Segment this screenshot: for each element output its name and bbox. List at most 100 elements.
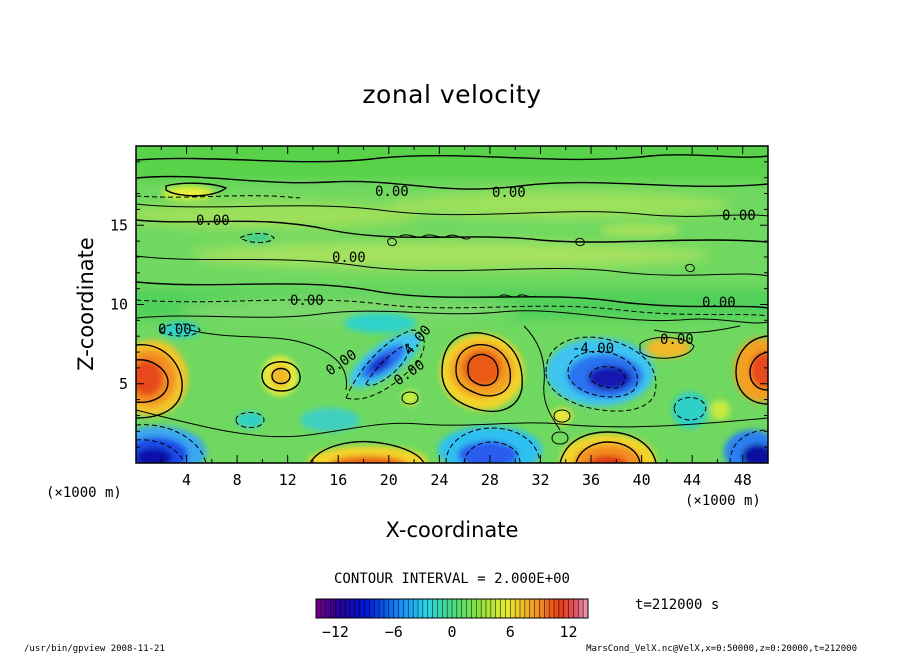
colorbar-swatch	[486, 599, 492, 618]
contour-line	[136, 255, 768, 277]
colorbar-swatch	[384, 599, 390, 618]
contour-line	[749, 351, 768, 391]
contour-line	[575, 441, 641, 463]
colorbar-swatch	[447, 599, 453, 618]
contour-line	[559, 431, 657, 463]
colorbar-swatch	[369, 599, 375, 618]
y-tick-label: 15	[110, 216, 128, 234]
contour-interval-label: CONTOUR INTERVAL = 2.000E+00	[334, 571, 570, 587]
contour-line	[387, 237, 397, 247]
colorbar-swatch	[437, 599, 443, 618]
contour-line	[455, 343, 512, 397]
time-label: t=212000 s	[635, 597, 719, 613]
x-tick-label: 40	[633, 471, 651, 489]
footer-right: MarsCond_VelX.nc@VelX,x=0:50000,z=0:2000…	[586, 644, 857, 654]
contour-line	[345, 329, 425, 400]
colorbar-swatch	[364, 599, 370, 618]
colorbar-swatch	[578, 599, 584, 618]
contour-label: -4.00	[572, 341, 614, 357]
colorbar-swatch	[471, 599, 477, 618]
colorbar-tick-label: −12	[322, 623, 349, 641]
contour-line	[445, 427, 541, 463]
y-tick-label: 5	[119, 375, 128, 393]
x-tick-label: 8	[233, 471, 242, 489]
colorbar-swatch	[408, 599, 414, 618]
colorbar-swatch	[388, 599, 395, 618]
colorbar-ticks: −12 −6 0 6 12	[322, 623, 578, 641]
contour-line	[401, 391, 419, 405]
contour-line	[239, 233, 275, 243]
colorbar-swatch	[422, 599, 429, 618]
contour-line	[136, 281, 768, 309]
colorbar-tick-label: 12	[560, 623, 578, 641]
colorbar-swatch	[442, 599, 448, 618]
contour-line	[653, 325, 741, 334]
x-tick-label: 16	[329, 471, 347, 489]
y-tick-label: 10	[110, 296, 128, 314]
contour-line	[309, 440, 425, 463]
contour-line	[685, 263, 695, 273]
x-axis: 4 8 12 16 20 24 28 32 36 40 44 48	[160, 146, 752, 489]
colorbar-swatch	[583, 599, 589, 618]
contour-label: 0.00	[702, 295, 736, 311]
contour-label: 0.00	[492, 185, 526, 201]
contour-line	[673, 397, 707, 421]
colorbar-swatch	[495, 599, 501, 618]
colorbar-swatch	[500, 599, 506, 618]
contour-line	[136, 154, 768, 163]
colorbar	[316, 599, 589, 618]
contour-line	[136, 344, 183, 419]
contour-line	[235, 412, 265, 428]
colorbar-swatch	[573, 599, 579, 618]
x-tick-label: 24	[430, 471, 448, 489]
contour-line	[271, 367, 291, 385]
contour-label: 0.00	[290, 293, 324, 309]
contour-line	[136, 310, 768, 324]
colorbar-swatch	[515, 599, 521, 618]
contour-line	[136, 424, 207, 463]
colorbar-swatch	[393, 599, 399, 618]
contour-line	[261, 361, 301, 392]
plot-area: 0.00 0.00 0.00 0.00 0.00 0.00 0.00 0.00 …	[136, 146, 768, 463]
colorbar-swatch	[379, 599, 385, 618]
colorbar-swatch	[544, 599, 550, 618]
contour-line	[399, 234, 471, 240]
contour-line	[159, 323, 201, 337]
x-tick-label: 28	[481, 471, 499, 489]
contour-line	[567, 351, 638, 398]
colorbar-swatch	[350, 599, 356, 618]
contour-line	[575, 237, 585, 247]
contour-line	[136, 299, 768, 317]
contour-line	[499, 294, 537, 298]
y-axis: 5 10 15	[110, 161, 768, 448]
colorbar-swatch	[539, 599, 545, 618]
colorbar-swatch	[354, 599, 361, 618]
contour-line	[639, 337, 695, 359]
contour-line	[551, 431, 569, 445]
colorbar-swatch	[398, 599, 404, 618]
colorbar-swatch	[490, 599, 497, 618]
y-axis-title: Z-coordinate	[74, 237, 98, 371]
colorbar-swatch	[476, 599, 482, 618]
colorbar-swatch	[403, 599, 409, 618]
colorbar-swatch	[461, 599, 467, 618]
colorbar-swatch	[466, 599, 472, 618]
chart-title: zonal velocity	[362, 80, 541, 109]
colorbar-swatch	[554, 599, 560, 618]
x-tick-label: 4	[182, 471, 191, 489]
colorbar-frame	[315, 598, 589, 619]
contour-label: 0.00	[660, 332, 694, 348]
colorbar-swatch	[452, 599, 458, 618]
contour-label: 0.00	[722, 208, 756, 224]
x-tick-label: 32	[531, 471, 549, 489]
x-axis-unit-left: (×1000 m)	[46, 485, 122, 501]
colorbar-swatch	[524, 599, 531, 618]
contour-line	[189, 329, 347, 391]
contour-line	[136, 203, 768, 217]
contour-line	[589, 366, 626, 389]
x-tick-label: 48	[734, 471, 752, 489]
colorbar-swatch	[456, 599, 463, 618]
colorbar-swatch	[345, 599, 351, 618]
contour-line	[729, 429, 768, 463]
